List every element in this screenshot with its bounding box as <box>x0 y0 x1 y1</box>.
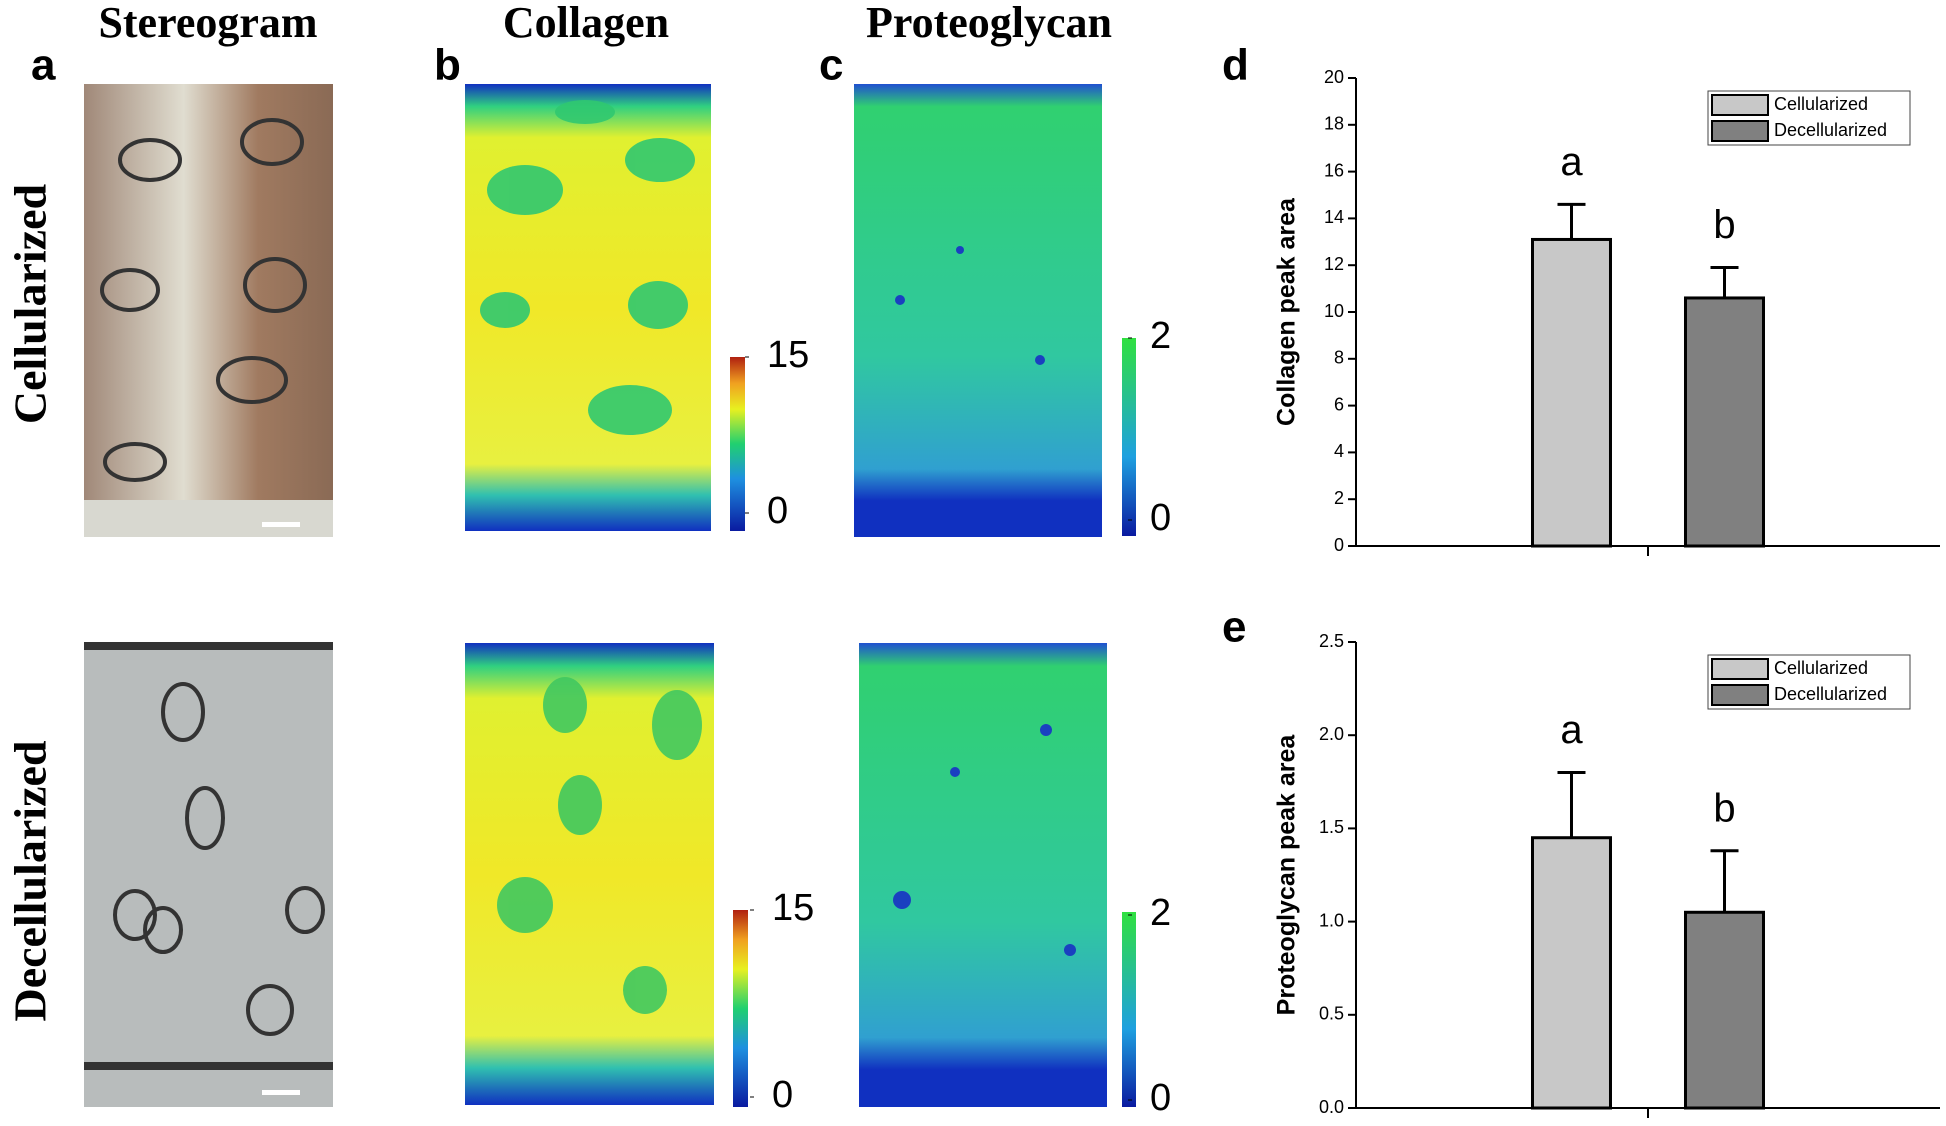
significance-label: a <box>1560 708 1583 752</box>
y-axis-label: Collagen peak area <box>1273 197 1301 426</box>
legend-swatch <box>1711 658 1769 680</box>
y-tick-label: 2 <box>1334 488 1344 508</box>
error-bar <box>1710 849 1739 913</box>
colorbar-tick-label: 2 <box>1150 315 1171 357</box>
colorbar-tick-label: 2 <box>1150 892 1171 934</box>
bar <box>1530 836 1612 1110</box>
y-tick-label: 2.0 <box>1319 724 1344 744</box>
legend-label: Decellularized <box>1774 120 1887 140</box>
colorbar-tick-label: 15 <box>772 887 814 929</box>
bar <box>1684 910 1766 1110</box>
bar <box>1684 296 1766 548</box>
colorbar-tick-label: 0 <box>1150 1077 1171 1119</box>
y-tick-label: 0.0 <box>1319 1097 1344 1117</box>
column-title: Stereogram <box>98 0 317 47</box>
error-bar <box>1710 266 1739 298</box>
y-axis-label: Proteoglycan peak area <box>1273 734 1301 1016</box>
legend-label: Cellularized <box>1774 658 1868 678</box>
colorbar <box>1122 912 1136 1107</box>
y-tick-label: 12 <box>1324 254 1344 274</box>
colorbar-tick-label: 0 <box>767 490 788 532</box>
column-title: Proteoglycan <box>866 0 1112 47</box>
significance-label: b <box>1713 203 1735 247</box>
legend-swatch <box>1711 120 1769 142</box>
y-tick-label: 8 <box>1334 348 1344 368</box>
significance-label: a <box>1560 140 1583 184</box>
panel-label: d <box>1222 41 1249 90</box>
row-label: Decellularized <box>5 740 56 1021</box>
y-tick-label: 1.0 <box>1319 910 1344 930</box>
error-bar <box>1557 202 1586 240</box>
labels-and-charts: a b c d e Stereogram Collagen Proteoglycan Cellu… <box>5 0 1940 1119</box>
stereogram-image <box>84 84 333 1107</box>
colorbar-tick-label: 0 <box>1150 497 1171 539</box>
legend-label: Decellularized <box>1774 684 1887 704</box>
colorbar-tick-label: 15 <box>767 334 809 376</box>
y-tick-label: 6 <box>1334 394 1344 414</box>
colorbar <box>733 910 748 1107</box>
panel-label: e <box>1222 603 1246 652</box>
error-bar <box>1557 770 1586 838</box>
panel-label: a <box>31 41 56 90</box>
y-tick-label: 20 <box>1324 67 1344 87</box>
y-tick-label: 1.5 <box>1319 817 1344 837</box>
proteoglycan-map <box>854 84 1107 1107</box>
y-tick-label: 10 <box>1324 301 1344 321</box>
legend-swatch <box>1711 684 1769 706</box>
legend-swatch <box>1711 94 1769 116</box>
legend-label: Cellularized <box>1774 94 1868 114</box>
colorbar <box>730 357 745 531</box>
collagen-map <box>465 84 714 1105</box>
y-tick-label: 2.5 <box>1319 631 1344 651</box>
colorbar-tick-label: 0 <box>772 1074 793 1116</box>
panel-label: c <box>819 41 843 90</box>
significance-label: b <box>1713 786 1735 830</box>
bar <box>1530 237 1612 548</box>
colorbar <box>1122 338 1136 536</box>
row-label: Cellularized <box>5 184 56 425</box>
y-tick-label: 4 <box>1334 441 1344 461</box>
y-tick-label: 18 <box>1324 114 1344 134</box>
y-tick-label: 14 <box>1324 207 1344 227</box>
panel-label: b <box>434 41 461 90</box>
y-tick-label: 16 <box>1324 160 1344 180</box>
y-tick-label: 0.5 <box>1319 1004 1344 1024</box>
column-title: Collagen <box>503 0 669 47</box>
y-tick-label: 0 <box>1334 535 1344 555</box>
